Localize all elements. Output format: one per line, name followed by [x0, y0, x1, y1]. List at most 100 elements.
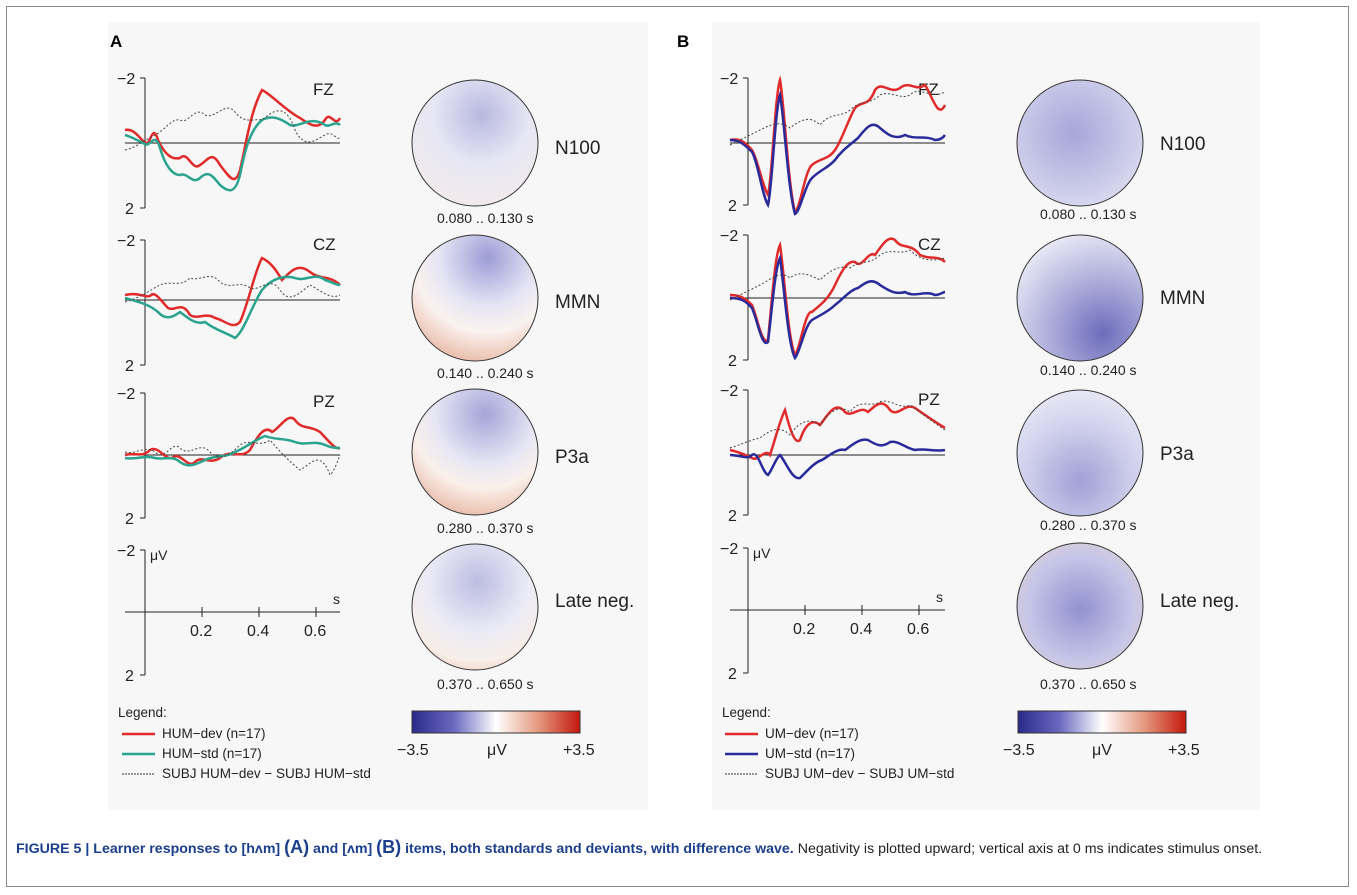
- colorbar-min: −3.5: [1003, 742, 1035, 759]
- y-tick-bottom: 2: [125, 668, 134, 685]
- panel-b-legend: Legend: UM−dev (n=17) UM−std (n=17) SUBJ…: [722, 705, 954, 781]
- difference-trace: [124, 276, 341, 303]
- hum-std-trace: [124, 275, 341, 340]
- caption-body: Negativity is plotted upward; vertical a…: [793, 841, 1263, 857]
- hum-std-trace: [124, 116, 341, 192]
- difference-trace: [729, 90, 946, 146]
- y-tick-bottom: 2: [125, 358, 134, 375]
- panel-a-pz-plot: −2 2 PZ: [117, 386, 341, 528]
- topomap-mmn: [1016, 234, 1144, 362]
- topomap-p3a: [1016, 389, 1144, 517]
- component-label: P3a: [555, 447, 589, 468]
- component-label: N100: [1160, 134, 1205, 155]
- panel-a-fz-plot: −2 2 FZ: [117, 71, 342, 218]
- caption-title-a: (A): [284, 837, 310, 857]
- um-std-trace: [729, 253, 946, 361]
- component-label: Late neg.: [555, 591, 634, 612]
- panel-a-axis-key: −2 2 μV s 0.2 0.4 0.6: [117, 543, 340, 685]
- x-tick-label: 0.4: [247, 623, 269, 640]
- x-tick-label: 0.2: [793, 621, 815, 638]
- topomap-mmn: [411, 234, 539, 362]
- panel-b-colorbar: −3.5 μV +3.5: [1003, 710, 1200, 759]
- legend-title: Legend:: [118, 705, 167, 720]
- time-range-label: 0.080 .. 0.130 s: [1040, 206, 1137, 222]
- panel-label-a: A: [110, 32, 122, 51]
- panel-b-axis-key: −2 2 μV s 0.2 0.4 0.6: [720, 541, 945, 683]
- panel-b-pz-plot: −2 2 PZ: [720, 383, 946, 525]
- panel-a-background: [108, 22, 648, 810]
- caption-title-b: (B): [376, 837, 402, 857]
- figure-caption: FIGURE 5 | Learner responses to [hʌm] (A…: [16, 837, 1336, 859]
- difference-trace: [729, 249, 946, 301]
- legend-item: UM−std (n=17): [765, 746, 855, 761]
- x-tick-label: 0.6: [304, 623, 326, 640]
- channel-label: CZ: [313, 235, 336, 254]
- um-std-trace: [729, 438, 946, 480]
- um-std-trace: [729, 90, 947, 216]
- y-tick-top: −2: [117, 386, 135, 403]
- panel-b-cz-plot: −2 2 CZ: [720, 228, 946, 370]
- caption-title-part2: and [ʌm]: [309, 841, 377, 857]
- panel-a-legend: Legend: HUM−dev (n=17) HUM−std (n=17) SU…: [118, 705, 371, 781]
- topomap-late-neg: [1016, 542, 1144, 670]
- caption-title-part3: items, both standards and deviants, with…: [401, 841, 794, 857]
- y-tick-bottom: 2: [728, 353, 737, 370]
- legend-item: SUBJ HUM−dev − SUBJ HUM−std: [162, 766, 371, 781]
- component-label: P3a: [1160, 444, 1194, 465]
- hum-dev-trace: [124, 416, 341, 466]
- time-range-label: 0.140 .. 0.240 s: [437, 365, 534, 381]
- component-label: N100: [555, 138, 600, 159]
- time-range-label: 0.140 .. 0.240 s: [1040, 362, 1137, 378]
- y-tick-top: −2: [117, 71, 135, 88]
- legend-title: Legend:: [722, 705, 771, 720]
- x-tick-label: 0.4: [850, 621, 872, 638]
- panel-b-background: [712, 22, 1260, 810]
- time-range-label: 0.280 .. 0.370 s: [437, 520, 534, 536]
- colorbar-max: +3.5: [563, 742, 595, 759]
- y-tick-top: −2: [720, 541, 738, 558]
- hum-dev-trace: [124, 256, 341, 327]
- panel-a-cz-plot: −2 2 CZ: [117, 233, 341, 375]
- um-dev-trace: [729, 75, 947, 214]
- y-tick-bottom: 2: [125, 511, 134, 528]
- caption-prefix: FIGURE 5 |: [16, 841, 94, 857]
- x-tick-label: 0.2: [190, 623, 212, 640]
- difference-trace: [729, 400, 946, 449]
- y-unit-label: μV: [150, 547, 168, 563]
- figure-graphic: A B −2 2 FZ −2 2 CZ −2 2 PZ: [110, 32, 1239, 781]
- channel-label: FZ: [313, 80, 334, 99]
- colorbar-unit: μV: [1092, 742, 1112, 759]
- colorbar-min: −3.5: [397, 742, 429, 759]
- y-tick-top: −2: [720, 71, 738, 88]
- channel-label: CZ: [918, 235, 941, 254]
- panel-b-fz-plot: −2 2 FZ: [720, 71, 947, 216]
- y-tick-top: −2: [117, 543, 135, 560]
- x-unit-label: s: [333, 591, 340, 607]
- time-range-label: 0.280 .. 0.370 s: [1040, 517, 1137, 533]
- legend-item: HUM−dev (n=17): [162, 726, 266, 741]
- legend-item: HUM−std (n=17): [162, 746, 262, 761]
- topomap-n100: [411, 79, 539, 207]
- y-tick-bottom: 2: [728, 666, 737, 683]
- channel-label: PZ: [313, 392, 335, 411]
- topomap-p3a: [411, 388, 539, 516]
- topomap-n100: [1016, 79, 1144, 207]
- panel-a-topomaps: N100 0.080 .. 0.130 s MMN 0.140 .. 0.240…: [411, 79, 634, 692]
- y-tick-bottom: 2: [728, 198, 737, 215]
- difference-trace: [124, 439, 341, 476]
- figure-frame: [6, 6, 1349, 887]
- hum-dev-trace: [124, 88, 342, 181]
- component-label: MMN: [1160, 288, 1205, 309]
- y-tick-top: −2: [117, 233, 135, 250]
- component-label: Late neg.: [1160, 591, 1239, 612]
- channel-label: PZ: [918, 390, 940, 409]
- caption-title-part1: Learner responses to [hʌm]: [93, 841, 285, 857]
- component-label: MMN: [555, 292, 600, 313]
- legend-item: UM−dev (n=17): [765, 726, 859, 741]
- y-tick-bottom: 2: [728, 508, 737, 525]
- topomap-late-neg: [411, 543, 539, 671]
- y-tick-bottom: 2: [125, 201, 134, 218]
- y-tick-top: −2: [720, 228, 738, 245]
- time-range-label: 0.370 .. 0.650 s: [437, 676, 534, 692]
- legend-item: SUBJ UM−dev − SUBJ UM−std: [765, 766, 954, 781]
